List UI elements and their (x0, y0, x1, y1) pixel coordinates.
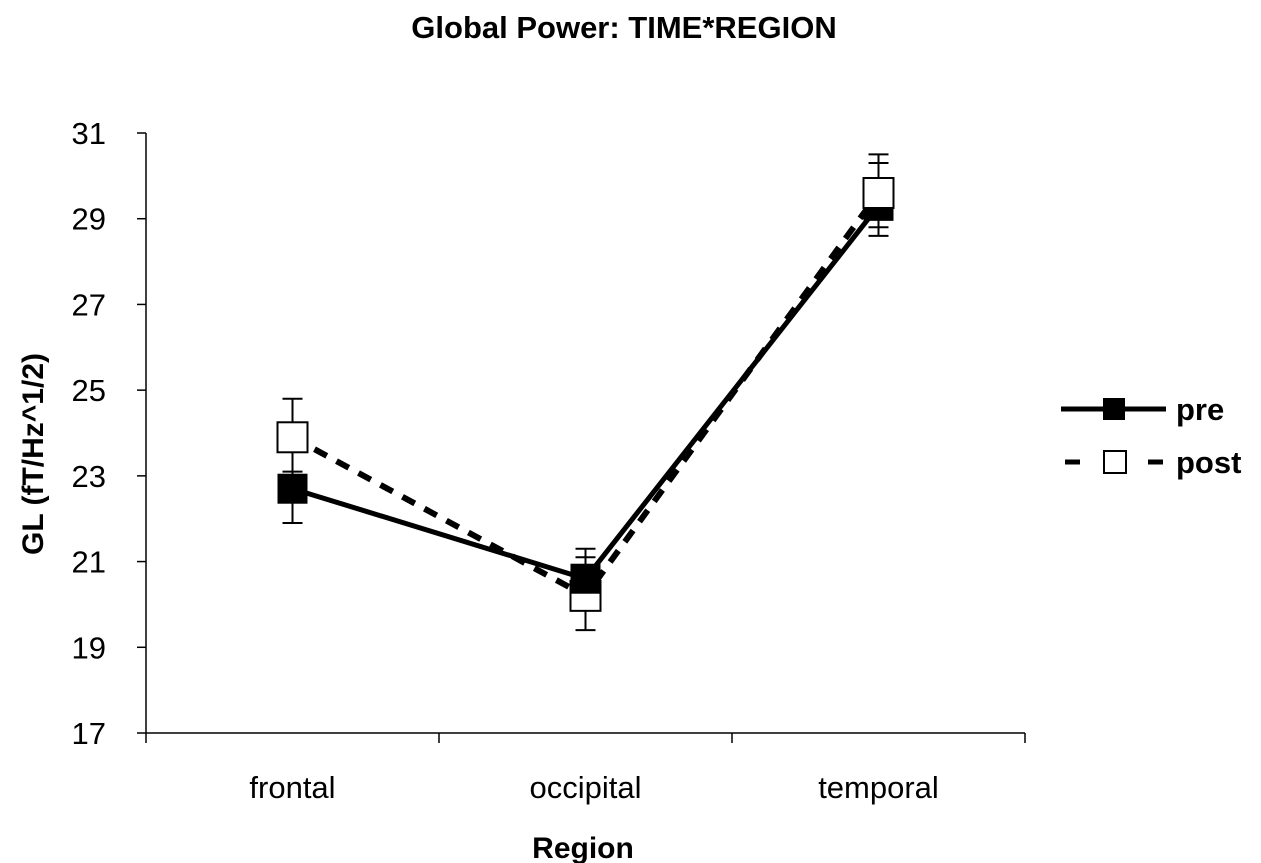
x-axis-title: Region (532, 832, 634, 863)
x-tick-label: occipital (530, 770, 642, 805)
legend-marker-post (1103, 450, 1127, 474)
x-tick-label: frontal (249, 770, 335, 805)
plot-area (276, 153, 895, 632)
y-tick-label: 17 (72, 716, 106, 751)
point-post (862, 177, 895, 209)
series-pre-group (282, 162, 889, 610)
point-pre (277, 473, 308, 504)
legend-label-post: post (1176, 445, 1241, 480)
legend: pre post (1061, 392, 1241, 480)
y-tick-label: 29 (72, 202, 106, 237)
legend-item-pre: pre (1061, 392, 1224, 427)
y-tick-label: 31 (72, 116, 106, 151)
series-line-pre (291, 204, 881, 582)
legend-marker-pre (1103, 398, 1125, 420)
y-tick-label: 21 (72, 545, 106, 580)
x-tick-label: temporal (818, 770, 939, 805)
y-tick-label: 25 (72, 373, 106, 408)
legend-item-post: post (1065, 445, 1241, 480)
axes: 17 19 21 23 25 27 29 31 frontal occipital temporal (72, 116, 1026, 805)
y-tick-label: 23 (72, 459, 106, 494)
y-tick-label: 19 (72, 630, 106, 665)
legend-label-pre: pre (1176, 392, 1224, 427)
series-line-post (291, 191, 881, 600)
point-post (276, 421, 309, 454)
y-axis-title: GL (fT/Hz^1/2) (17, 353, 50, 555)
point-pre (570, 563, 601, 594)
y-tick-label: 27 (72, 287, 106, 322)
chart-title: Global Power: TIME*REGION (411, 10, 836, 45)
